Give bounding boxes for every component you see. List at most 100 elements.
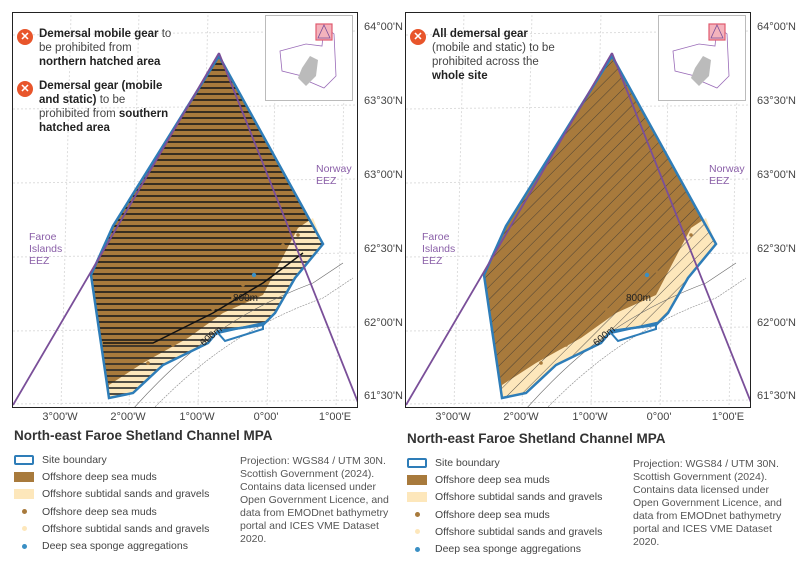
hatched-area-divider	[103, 252, 304, 344]
point-swatch	[14, 526, 34, 532]
lat-tick-label: 63°00'N	[364, 169, 403, 181]
mud-point	[273, 251, 277, 255]
prohibited-icon: ✕	[410, 29, 426, 45]
prohibited-icon: ✕	[17, 81, 33, 97]
mud-point	[296, 233, 300, 237]
lat-tick-label: 62°30'N	[757, 243, 796, 255]
site-boundary-swatch	[407, 457, 427, 468]
map-canvas	[406, 13, 750, 407]
depth-contour	[547, 277, 747, 407]
mud-point	[564, 343, 568, 347]
legend: Site boundary Offshore deep sea muds Offsh…	[407, 454, 602, 558]
note-text: Demersal gear (mobile and static) to be …	[39, 80, 169, 134]
legend-label: Offshore deep sea muds	[435, 508, 550, 521]
mud-point	[624, 296, 628, 300]
point-swatch	[14, 543, 34, 549]
locator-inset-map	[265, 15, 353, 101]
fill-swatch	[14, 489, 34, 500]
restriction-note: ✕ Demersal gear (mobile and static) to b…	[17, 79, 177, 135]
site-locator-box	[708, 23, 726, 41]
mud-point	[634, 283, 638, 287]
legend-label: Offshore subtidal sands and gravels	[42, 488, 210, 501]
map-frame[interactable]: 800m 600m Faroe Islands EEZ Norway EEZ ✕…	[12, 12, 358, 408]
legend-label: Offshore subtidal sands and gravels	[435, 525, 603, 538]
point-swatch	[407, 512, 427, 518]
faroe-eez-line	[406, 52, 613, 406]
sponge-point	[644, 272, 650, 278]
norway-eez-line	[611, 52, 750, 403]
lon-tick-label: 1°00'W	[179, 411, 215, 423]
site-boundary[interactable]	[482, 53, 718, 400]
mud-point	[666, 251, 670, 255]
graticule-lat	[13, 399, 357, 405]
legend-item: Site boundary	[407, 454, 602, 471]
lat-tick-label: 63°30'N	[364, 95, 403, 107]
lat-tick-label: 63°00'N	[757, 169, 796, 181]
map-credit: Projection: WGS84 / UTM 30N. Scottish Go…	[633, 458, 782, 548]
lon-tick-label: 1°00'E	[711, 411, 745, 423]
note-text: All demersal gear (mobile and static) to…	[432, 28, 555, 82]
site-locator-triangle	[710, 24, 724, 39]
legend-item: Offshore deep sea muds	[14, 468, 209, 485]
site-locator-box	[315, 23, 333, 41]
southern-hatched-area	[103, 244, 323, 398]
restriction-note: ✕ Demersal mobile gear to be prohibited …	[17, 27, 177, 69]
faroe-eez-line	[13, 52, 220, 406]
lon-tick-label: 2°00'W	[503, 411, 539, 423]
lon-tick-label: 1°00'W	[572, 411, 608, 423]
site-boundary-swatch	[14, 454, 34, 465]
mud-point	[146, 361, 150, 365]
lat-tick-label: 62°00'N	[364, 317, 403, 329]
prohibited-icon: ✕	[17, 29, 33, 45]
map-panel-1: 800m 600m Faroe Islands EEZ Norway EEZ ✕…	[12, 12, 403, 555]
graticule-lat	[406, 399, 750, 405]
depth-contour	[154, 277, 354, 407]
legend: Site boundary Offshore deep sea muds Offsh…	[14, 451, 209, 555]
mud-point	[231, 296, 235, 300]
legend-item: Deep sea sponge aggregations	[407, 540, 602, 557]
lat-tick-label: 61°30'N	[757, 390, 796, 402]
legend-item: Offshore subtidal sands and gravels	[407, 489, 602, 506]
fill-swatch	[407, 474, 427, 485]
lon-tick-label: 1°00'E	[318, 411, 352, 423]
fill-swatch	[407, 492, 427, 503]
lat-tick-label: 64°00'N	[364, 21, 403, 33]
mud-point	[241, 283, 245, 287]
lon-tick-label: 0°00'	[253, 411, 279, 423]
lat-tick-label: 63°30'N	[757, 95, 796, 107]
lat-tick-label: 62°30'N	[364, 243, 403, 255]
legend-title: North-east Faroe Shetland Channel MPA	[407, 431, 666, 446]
mud-point	[171, 343, 175, 347]
point-swatch	[14, 509, 34, 515]
point-swatch	[407, 546, 427, 552]
mud-point	[604, 307, 608, 311]
site-boundary[interactable]	[89, 53, 325, 400]
lon-tick-label: 0°00'	[646, 411, 672, 423]
legend-item: Offshore subtidal sands and gravels	[14, 520, 209, 537]
legend-label: Deep sea sponge aggregations	[435, 543, 581, 556]
mud-point	[261, 269, 265, 273]
legend-label: Offshore deep sea muds	[42, 470, 157, 483]
legend-item: Deep sea sponge aggregations	[14, 537, 209, 554]
legend-label: Site boundary	[42, 453, 107, 466]
legend-item: Offshore deep sea muds	[407, 471, 602, 488]
map-canvas	[13, 13, 357, 407]
mud-point	[281, 243, 285, 247]
legend-label: Offshore deep sea muds	[42, 505, 157, 518]
mud-point	[654, 269, 658, 273]
graticule-lon	[60, 13, 72, 407]
legend-label: Deep sea sponge aggregations	[42, 540, 188, 553]
lat-tick-label: 64°00'N	[757, 21, 796, 33]
site-boundary-part	[216, 321, 264, 343]
legend-label: Offshore subtidal sands and gravels	[42, 522, 210, 535]
lat-tick-label: 62°00'N	[757, 317, 796, 329]
mud-point	[689, 233, 693, 237]
legend-title: North-east Faroe Shetland Channel MPA	[14, 428, 273, 443]
legend-label: Site boundary	[435, 456, 500, 469]
scotland-landmass	[691, 56, 711, 86]
mud-point	[211, 307, 215, 311]
legend-item: Offshore deep sea muds	[14, 503, 209, 520]
legend-label: Offshore deep sea muds	[435, 473, 550, 486]
map-frame[interactable]: 800m 600m Faroe Islands EEZ Norway EEZ ✕…	[405, 12, 751, 408]
site-locator-triangle	[317, 24, 331, 39]
